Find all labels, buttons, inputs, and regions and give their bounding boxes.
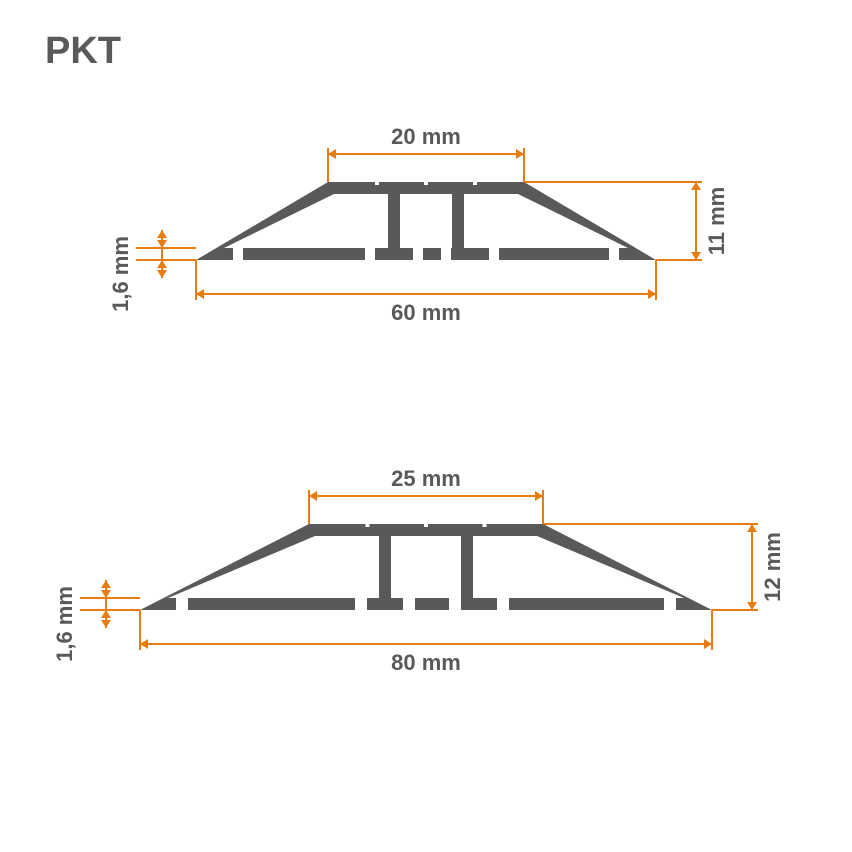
dim-height-1: 12 mm	[760, 532, 785, 602]
dim-base-0: 1,6 mm	[108, 236, 133, 312]
dim-top-1: 25 mm	[391, 466, 461, 491]
dim-height-0: 11 mm	[704, 187, 729, 256]
dim-bottom-0: 60 mm	[391, 300, 461, 325]
dim-base-1: 1,6 mm	[52, 586, 77, 662]
dim-bottom-1: 80 mm	[391, 650, 461, 675]
diagram-canvas: 20 mm 60 mm 11 mm 1,6 mm 25 mm 80 mm 12 mm 1,6 …	[0, 0, 852, 852]
page-title: PKT	[45, 30, 121, 73]
dim-top-0: 20 mm	[391, 124, 461, 149]
